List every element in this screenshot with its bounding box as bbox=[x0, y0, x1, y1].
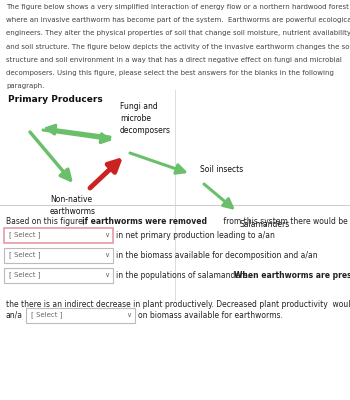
Text: Non-native
earthworms: Non-native earthworms bbox=[50, 195, 96, 216]
Text: the there is an indirect decrease in plant productively. Decreased plant product: the there is an indirect decrease in pla… bbox=[6, 300, 350, 309]
Text: and soil structure. The figure below depicts the activity of the invasive earthw: and soil structure. The figure below dep… bbox=[6, 44, 350, 50]
Text: Primary Producers: Primary Producers bbox=[8, 95, 103, 104]
Text: engineers. They alter the physical properties of soil that change soil moisture,: engineers. They alter the physical prope… bbox=[6, 30, 350, 36]
Text: structure and soil environment in a way that has a direct negative effect on fun: structure and soil environment in a way … bbox=[6, 57, 342, 63]
Text: [ Select ]: [ Select ] bbox=[9, 272, 41, 278]
FancyBboxPatch shape bbox=[26, 308, 134, 322]
Text: [ Select ]: [ Select ] bbox=[9, 252, 41, 258]
Text: from this system there would be an: from this system there would be an bbox=[221, 217, 350, 226]
Text: [ Select ]: [ Select ] bbox=[31, 312, 63, 318]
Text: Salamanders: Salamanders bbox=[240, 220, 290, 229]
Text: Based on this figure,: Based on this figure, bbox=[6, 217, 88, 226]
Text: in the populations of salamanders.: in the populations of salamanders. bbox=[116, 270, 254, 280]
Text: Soil insects: Soil insects bbox=[200, 165, 243, 174]
Text: an/a: an/a bbox=[6, 310, 23, 320]
Text: on biomass available for earthworms.: on biomass available for earthworms. bbox=[138, 310, 283, 320]
Text: decomposers. Using this figure, please select the best answers for the blanks in: decomposers. Using this figure, please s… bbox=[6, 70, 334, 76]
Text: ∨: ∨ bbox=[104, 272, 109, 278]
Text: ∨: ∨ bbox=[104, 252, 109, 258]
Text: When earthworms are present: When earthworms are present bbox=[234, 270, 350, 280]
Text: [ Select ]: [ Select ] bbox=[9, 232, 41, 238]
Text: in net primary production leading to a/an: in net primary production leading to a/a… bbox=[116, 230, 275, 240]
Text: in the biomass available for decomposition and a/an: in the biomass available for decompositi… bbox=[116, 250, 318, 260]
Text: paragraph.: paragraph. bbox=[6, 83, 44, 89]
Text: where an invasive earthworm has become part of the system.  Earthworms are power: where an invasive earthworm has become p… bbox=[6, 17, 350, 23]
FancyBboxPatch shape bbox=[4, 228, 112, 242]
Text: Fungi and
microbe
decomposers: Fungi and microbe decomposers bbox=[120, 102, 171, 135]
FancyBboxPatch shape bbox=[4, 248, 112, 262]
Text: ∨: ∨ bbox=[126, 312, 131, 318]
Text: ∨: ∨ bbox=[104, 232, 109, 238]
FancyBboxPatch shape bbox=[4, 268, 112, 282]
Text: The figure below shows a very simplified interaction of energy flow or a norther: The figure below shows a very simplified… bbox=[6, 4, 349, 10]
Text: if earthworms were removed: if earthworms were removed bbox=[82, 217, 207, 226]
